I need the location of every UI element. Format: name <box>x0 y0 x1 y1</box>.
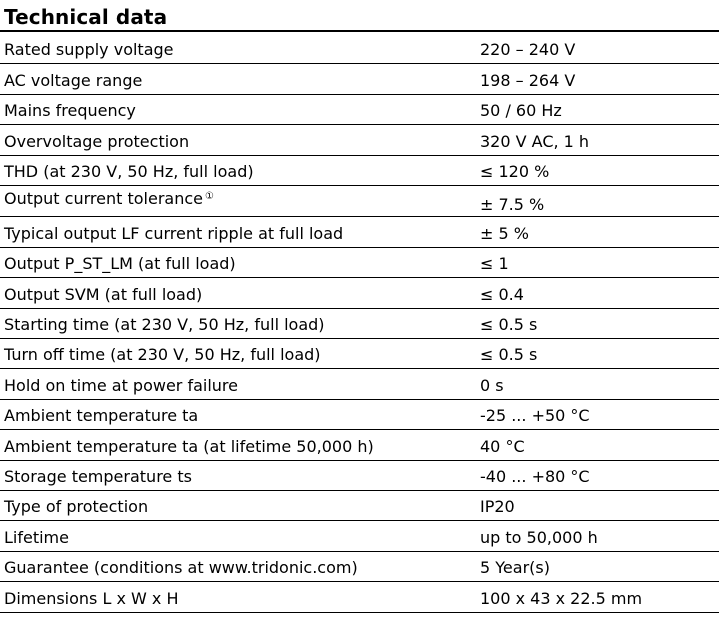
spec-value: 5 Year(s) <box>480 558 550 578</box>
spec-row-lf-current-ripple: Typical output LF current ripple at full… <box>0 217 719 248</box>
spec-row-overvoltage-protection: Overvoltage protection 320 V AC, 1 h <box>0 125 719 156</box>
spec-label: Output SVM (at full load) <box>4 284 203 304</box>
spec-row-rated-supply-voltage: Rated supply voltage 220 – 240 V <box>0 34 719 65</box>
spec-value: up to 50,000 h <box>480 527 598 547</box>
spec-label: Overvoltage protection <box>4 131 190 151</box>
spec-label: Starting time (at 230 V, 50 Hz, full loa… <box>4 315 325 335</box>
spec-value: ≤ 0.5 s <box>480 345 538 365</box>
spec-label: Ambient temperature ta <box>4 406 199 426</box>
spec-label: Mains frequency <box>4 101 136 121</box>
spec-row-hold-on-time: Hold on time at power failure 0 s <box>0 369 719 400</box>
spec-row-type-of-protection: Type of protection IP20 <box>0 491 719 522</box>
spec-value: -25 ... +50 °C <box>480 406 590 426</box>
spec-row-ac-voltage-range: AC voltage range 198 – 264 V <box>0 64 719 95</box>
spec-row-starting-time: Starting time (at 230 V, 50 Hz, full loa… <box>0 309 719 340</box>
spec-label: Rated supply voltage <box>4 40 174 60</box>
spec-value: ± 7.5 % <box>480 195 545 215</box>
spec-row-output-current-tolerance: Output current tolerance ① ± 7.5 % <box>0 186 719 218</box>
spec-label: Lifetime <box>4 527 69 547</box>
spec-row-thd: THD (at 230 V, 50 Hz, full load) ≤ 120 % <box>0 156 719 186</box>
spec-label: Output P_ST_LM (at full load) <box>4 254 236 274</box>
spec-label: Typical output LF current ripple at full… <box>4 223 344 243</box>
spec-value: 100 x 43 x 22.5 mm <box>480 588 643 608</box>
spec-row-storage-temperature: Storage temperature ts -40 ... +80 °C <box>0 461 719 491</box>
spec-table: Rated supply voltage 220 – 240 V AC volt… <box>0 34 719 613</box>
footnote-marker: ① <box>204 191 214 203</box>
spec-label: Dimensions L x W x H <box>4 588 179 608</box>
spec-value: ≤ 1 <box>480 254 509 274</box>
spec-row-turn-off-time: Turn off time (at 230 V, 50 Hz, full loa… <box>0 339 719 370</box>
spec-value: ≤ 0.5 s <box>480 315 538 335</box>
spec-value: 40 °C <box>480 436 525 456</box>
spec-row-dimensions: Dimensions L x W x H 100 x 43 x 22.5 mm <box>0 582 719 613</box>
spec-label: Type of protection <box>4 497 149 517</box>
spec-value: ± 5 % <box>480 223 529 243</box>
spec-label: THD (at 230 V, 50 Hz, full load) <box>4 161 254 181</box>
spec-value: -40 ... +80 °C <box>480 466 590 486</box>
spec-label: Hold on time at power failure <box>4 375 238 395</box>
spec-value: ≤ 0.4 <box>480 284 524 304</box>
spec-label: Guarantee (conditions at www.tridonic.co… <box>4 558 358 578</box>
spec-value: ≤ 120 % <box>480 161 550 181</box>
spec-label: AC voltage range <box>4 70 143 90</box>
spec-value: 0 s <box>480 375 504 395</box>
spec-value: 198 – 264 V <box>480 70 576 90</box>
spec-label: Ambient temperature ta (at lifetime 50,0… <box>4 436 374 456</box>
spec-row-output-svm: Output SVM (at full load) ≤ 0.4 <box>0 278 719 309</box>
spec-value: IP20 <box>480 497 515 517</box>
spec-row-mains-frequency: Mains frequency 50 / 60 Hz <box>0 95 719 126</box>
spec-label: Storage temperature ts <box>4 466 192 486</box>
spec-value: 50 / 60 Hz <box>480 101 562 121</box>
spec-label-text: Output current tolerance <box>4 189 203 209</box>
spec-label: Turn off time (at 230 V, 50 Hz, full loa… <box>4 345 321 365</box>
section-title: Technical data <box>4 5 168 29</box>
spec-row-lifetime: Lifetime up to 50,000 h <box>0 521 719 552</box>
spec-row-output-pst-lm: Output P_ST_LM (at full load) ≤ 1 <box>0 248 719 279</box>
title-divider <box>0 30 719 32</box>
spec-row-ambient-temperature-lifetime: Ambient temperature ta (at lifetime 50,0… <box>0 430 719 461</box>
spec-value: 320 V AC, 1 h <box>480 131 590 151</box>
spec-label: Output current tolerance ① <box>4 188 214 208</box>
spec-value: 220 – 240 V <box>480 40 576 60</box>
spec-row-guarantee: Guarantee (conditions at www.tridonic.co… <box>0 552 719 583</box>
spec-row-ambient-temperature: Ambient temperature ta -25 ... +50 °C <box>0 400 719 431</box>
